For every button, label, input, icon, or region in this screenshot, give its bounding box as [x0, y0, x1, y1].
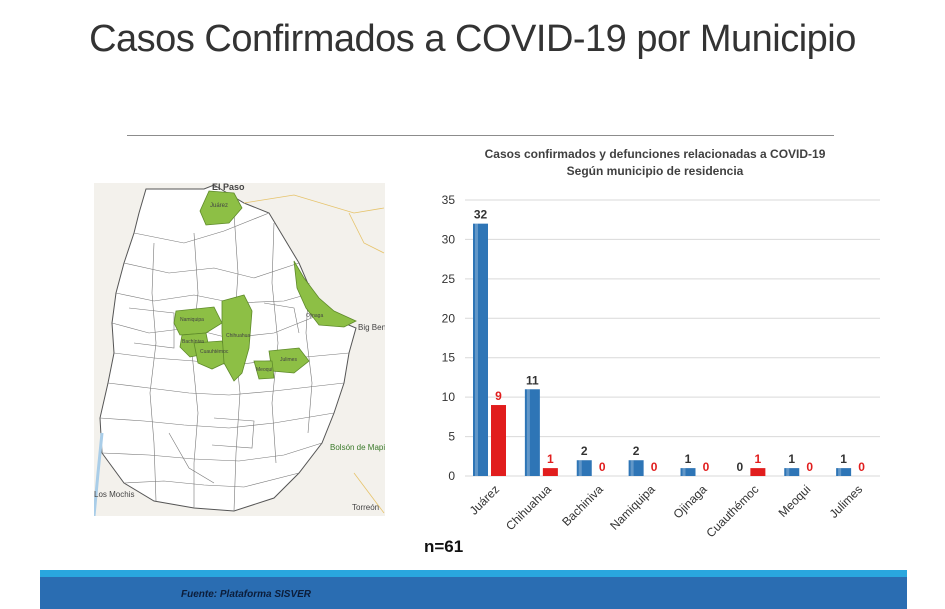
bar-highlight	[630, 460, 634, 476]
page-title: Casos Confirmados a COVID-19 por Municip…	[89, 18, 856, 60]
municipal-borders	[99, 212, 350, 512]
map-graphic	[94, 184, 385, 516]
bar-cases	[473, 223, 488, 476]
bar-cases	[524, 389, 540, 476]
title-divider	[127, 135, 834, 136]
y-tick-label: 5	[448, 430, 455, 444]
x-tick-label: Cuauthémoc	[703, 482, 761, 540]
label-namiquipa: Namiquipa	[180, 317, 204, 323]
y-tick-label: 35	[442, 193, 456, 207]
data-label: 0	[858, 460, 865, 474]
data-label: 0	[599, 460, 606, 474]
label-bachiniva: Bachíniva	[182, 339, 204, 345]
juarez-area	[199, 190, 243, 226]
bar-cases	[628, 460, 644, 476]
y-tick-label: 20	[442, 311, 456, 325]
y-tick-label: 30	[442, 232, 456, 246]
highlighted-municipalities	[173, 190, 357, 382]
x-tick-label: Chihuahua	[503, 482, 554, 533]
roads	[243, 194, 385, 514]
label-chihuahua: Chihuahua	[226, 333, 251, 339]
chart-plot: 05101520253035329Juárez111Chihuahua20Bac…	[442, 193, 880, 540]
bar-highlight	[475, 223, 478, 476]
data-label: 1	[547, 452, 554, 466]
bar-highlight	[526, 389, 530, 476]
data-label: 0	[651, 460, 658, 474]
x-tick-label: Meoqui	[776, 482, 814, 520]
municipality-map: El Paso Los Mochis Torreón Big Bend Bols…	[94, 183, 385, 516]
bar-highlight	[578, 460, 582, 476]
x-tick-label: Julimes	[827, 482, 866, 521]
footer-accent-band	[40, 570, 907, 577]
label-cuauhtemoc: Cuauhtémoc	[200, 349, 229, 355]
x-tick-label: Namiquipa	[607, 482, 658, 533]
meoqui-area	[253, 360, 275, 380]
bar-highlight	[682, 468, 686, 476]
y-tick-label: 10	[442, 390, 456, 404]
label-ojinaga: Ojinaga	[306, 313, 324, 319]
label-juarez: Juárez	[210, 203, 229, 209]
sample-size-label: n=61	[424, 537, 464, 556]
data-label: 2	[633, 444, 640, 458]
bar-cases	[836, 468, 852, 476]
bar-deaths	[750, 468, 766, 476]
bar-cases	[576, 460, 592, 476]
bar-cases	[680, 468, 696, 476]
bar-chart: Casos confirmados y defunciones relacion…	[425, 140, 885, 550]
data-label: 1	[755, 452, 762, 466]
label-el-paso: El Paso	[212, 183, 245, 192]
label-meoqui: Meoqui	[256, 367, 273, 373]
data-label: 0	[703, 460, 710, 474]
label-bolson: Bolsón de Mapimí	[330, 443, 385, 452]
data-label: 1	[840, 452, 847, 466]
bar-highlight	[838, 468, 842, 476]
data-label: 32	[474, 208, 488, 222]
data-label: 0	[806, 460, 813, 474]
data-label: 0	[737, 460, 744, 474]
data-label: 9	[495, 389, 502, 403]
chart-subtitle: Según municipio de residencia	[566, 164, 744, 178]
bar-cases	[784, 468, 800, 476]
ojinaga-area	[293, 260, 357, 328]
label-julimes: Julimes	[280, 357, 297, 363]
label-big-bend: Big Bend	[358, 323, 385, 332]
bar-highlight	[786, 468, 790, 476]
footer-source: Fuente: Plataforma SISVER	[181, 589, 312, 600]
label-torreon: Torreón	[352, 503, 380, 512]
bar-deaths	[542, 468, 558, 476]
data-label: 1	[685, 452, 692, 466]
y-tick-label: 15	[442, 351, 456, 365]
data-label: 11	[526, 373, 539, 387]
data-label: 1	[788, 452, 795, 466]
chart-title: Casos confirmados y defunciones relacion…	[484, 147, 826, 161]
bar-deaths	[491, 405, 506, 476]
y-tick-label: 0	[448, 469, 455, 483]
coast-water	[94, 432, 104, 516]
data-label: 2	[581, 444, 588, 458]
x-tick-label: Ojinaga	[670, 482, 709, 521]
footer-band	[40, 577, 907, 609]
x-tick-label: Bachiniva	[559, 482, 606, 529]
cuauhtemoc-area	[193, 340, 230, 370]
y-tick-label: 25	[442, 272, 456, 286]
chihuahua-area	[221, 294, 253, 382]
x-tick-label: Juárez	[467, 482, 502, 517]
label-los-mochis: Los Mochis	[94, 490, 135, 499]
